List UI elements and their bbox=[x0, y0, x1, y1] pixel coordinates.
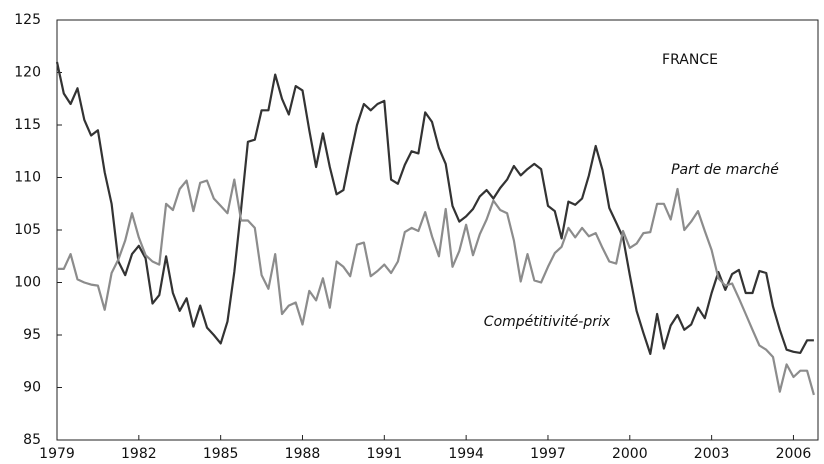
x-tick-label: 1979 bbox=[39, 446, 75, 462]
y-tick-label: 120 bbox=[14, 65, 41, 81]
x-tick-label: 1997 bbox=[530, 446, 566, 462]
x-tick-label: 1988 bbox=[285, 446, 321, 462]
x-tick-label: 2003 bbox=[694, 446, 730, 462]
y-tick-label: 115 bbox=[14, 117, 41, 133]
y-tick-label: 95 bbox=[23, 327, 41, 343]
x-tick-label: 2006 bbox=[776, 446, 812, 462]
series-label: Compétitivité-prix bbox=[484, 314, 611, 330]
series-line bbox=[55, 61, 814, 355]
x-tick-label: 1985 bbox=[203, 446, 239, 462]
y-tick-label: 90 bbox=[23, 380, 41, 396]
y-tick-label: 100 bbox=[14, 275, 41, 291]
x-tick-label: 1991 bbox=[366, 446, 402, 462]
y-tick-label: 110 bbox=[14, 170, 41, 186]
x-tick-label: 2000 bbox=[612, 446, 648, 462]
y-tick-label: 125 bbox=[14, 12, 41, 28]
annotation: FRANCE bbox=[662, 52, 718, 68]
y-tick-label: 105 bbox=[14, 222, 41, 238]
series-label: Part de marché bbox=[671, 162, 779, 178]
y-tick-label: 85 bbox=[23, 432, 41, 448]
series-line bbox=[57, 178, 815, 396]
x-tick-label: 1982 bbox=[121, 446, 157, 462]
x-tick-label: 1994 bbox=[448, 446, 484, 462]
